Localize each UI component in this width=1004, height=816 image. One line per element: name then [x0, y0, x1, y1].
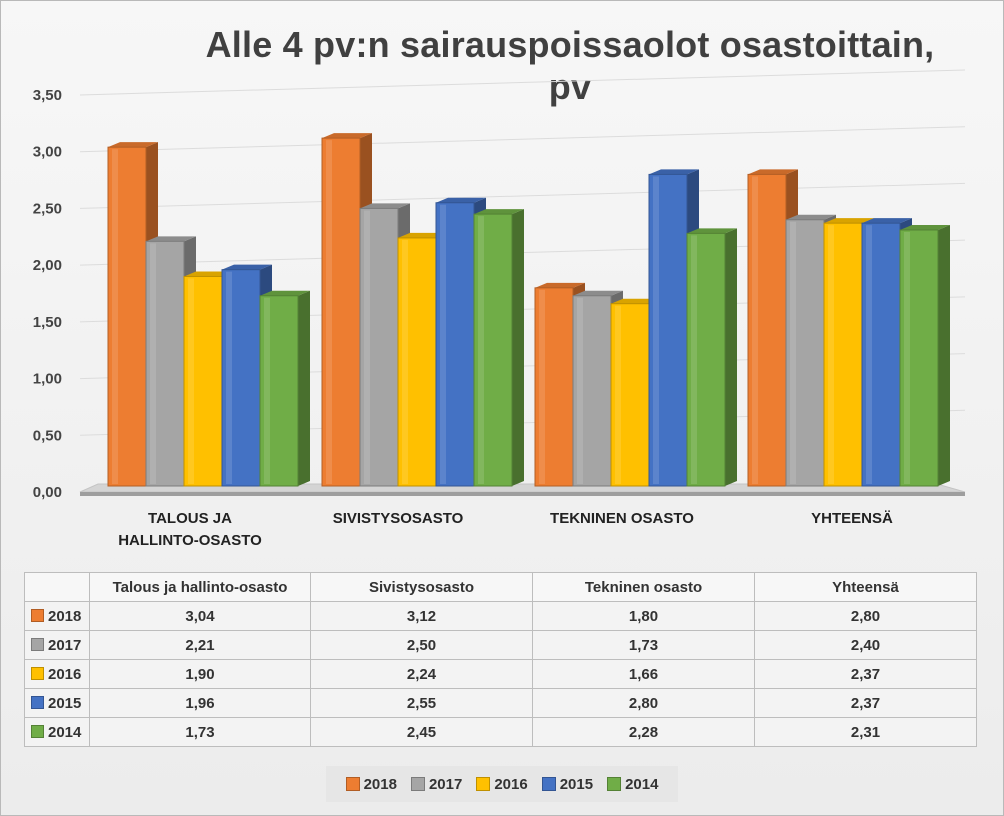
series-name: 2016: [48, 665, 82, 683]
series-key-cell: 2017: [24, 630, 90, 660]
bar-2014-3: [686, 228, 737, 487]
data-table-cell: 1,80: [532, 601, 755, 631]
series-swatch: [31, 695, 44, 709]
legend-label: 2015: [559, 775, 594, 793]
x-category-label: TEKNINEN OSASTO: [550, 510, 694, 527]
series-swatch: [31, 608, 44, 622]
legend-label: 2014: [625, 775, 659, 793]
data-table-cell: 2,55: [310, 688, 533, 718]
series-swatch: [31, 666, 44, 680]
series-name: 2015: [48, 694, 82, 712]
data-table-cell: 2,31: [754, 717, 977, 747]
series-key-cell: 2015: [24, 688, 90, 718]
chart-plot-area: 0,00 0,50 1,00 1,50 2,00 2,50 3,00 3,50 TALOUS …: [33, 69, 966, 549]
x-category-label: SIVISTYSOSASTO: [333, 510, 464, 527]
series-key-cell: 2014: [24, 717, 90, 747]
y-tick-label: 2,50: [33, 200, 62, 217]
legend-item: 2015: [541, 775, 594, 793]
data-table-cell: 3,04: [89, 601, 311, 631]
legend-label: 2018: [363, 775, 397, 793]
legend-label: 2016: [494, 775, 528, 793]
series-name: 2017: [48, 636, 82, 654]
y-tick-label: 3,50: [33, 87, 62, 104]
y-tick-label: 0,50: [33, 427, 62, 444]
data-table-cell: 2,21: [89, 630, 311, 660]
legend-item: 2014: [607, 776, 658, 793]
data-table-row: 2016 1,90 2,24 1,66 2,37: [24, 659, 977, 689]
data-table-row: 2018 3,04 3,12 1,80 2,80: [24, 601, 977, 631]
data-table-cell: 1,66: [532, 659, 755, 689]
legend-label: 2017: [428, 775, 463, 793]
data-table-row: 2015 1,96 2,55 2,80 2,37: [24, 688, 977, 718]
floor-edge: [80, 492, 965, 496]
data-table-cell: 1,73: [532, 630, 755, 660]
x-category-label: YHTEENSÄ: [811, 510, 893, 527]
data-table: Talous ja hallinto-osasto Sivistysosasto…: [24, 572, 977, 747]
legend-item: 2016: [476, 775, 528, 793]
data-table-corner: [24, 572, 90, 602]
chart-legend: 2018 2017 2016 2015 2014: [326, 766, 678, 802]
data-table-cell: 2,37: [754, 688, 977, 718]
gridline: [79, 126, 966, 153]
data-table-cell: 2,45: [310, 717, 533, 747]
bars: [107, 133, 950, 487]
y-tick-label: 2,00: [33, 257, 62, 274]
series-name: 2014: [48, 723, 82, 741]
bar-2014-4: [899, 224, 950, 487]
legend-item: 2018: [345, 775, 397, 793]
data-table-header: Yhteensä: [754, 572, 977, 602]
x-axis-labels: TALOUS JA HALLINTO-OSASTO SIVISTYSOSASTO TE…: [118, 510, 893, 549]
data-table-row: 2014 1,73 2,45 2,28 2,31: [24, 717, 977, 747]
data-table-header-row: Talous ja hallinto-osasto Sivistysosasto…: [24, 572, 977, 602]
data-table-cell: 2,50: [310, 630, 533, 660]
data-table-row: 2017 2,21 2,50 1,73 2,40: [24, 630, 977, 660]
data-table-cell: 2,24: [310, 659, 533, 689]
data-table-cell: 1,73: [89, 717, 311, 747]
series-key-cell: 2016: [24, 659, 90, 689]
x-category-label: TALOUS JA: [148, 510, 232, 527]
data-table-header: Sivistysosasto: [310, 572, 533, 602]
y-tick-label: 0,00: [33, 484, 62, 501]
data-table-cell: 3,12: [310, 601, 533, 631]
series-name: 2018: [48, 607, 82, 625]
legend-swatch: [476, 777, 491, 791]
y-tick-label: 3,00: [33, 144, 62, 161]
data-table-cell: 2,40: [754, 630, 977, 660]
data-table-cell: 2,37: [754, 659, 977, 689]
bar-2014-1: [259, 290, 310, 487]
data-table-cell: 2,28: [532, 717, 755, 747]
y-tick-label: 1,00: [33, 371, 62, 388]
x-category-label: HALLINTO-OSASTO: [118, 532, 262, 549]
data-table-cell: 1,96: [89, 688, 311, 718]
gridline: [79, 69, 966, 96]
data-table-header: Tekninen osasto: [532, 572, 755, 602]
gridline: [79, 182, 966, 209]
y-tick-label: 1,50: [33, 314, 62, 331]
chart-title: Alle 4 pv:n sairauspoissaolot osastoitta…: [205, 24, 935, 107]
data-table-cell: 2,80: [532, 688, 755, 718]
legend-item: 2017: [410, 775, 463, 793]
legend-swatch: [410, 777, 425, 791]
data-table-cell: 1,90: [89, 659, 311, 689]
series-swatch: [31, 637, 44, 651]
legend-swatch: [541, 777, 556, 791]
bar-2014-2: [473, 209, 524, 487]
data-table-cell: 2,80: [754, 601, 977, 631]
data-table-header: Talous ja hallinto-osasto: [89, 572, 311, 602]
series-key-cell: 2018: [24, 601, 90, 631]
legend-swatch: [607, 777, 622, 791]
series-swatch: [31, 724, 44, 738]
legend-swatch: [345, 777, 360, 791]
y-axis-labels: 0,00 0,50 1,00 1,50 2,00 2,50 3,00 3,50: [33, 87, 62, 501]
